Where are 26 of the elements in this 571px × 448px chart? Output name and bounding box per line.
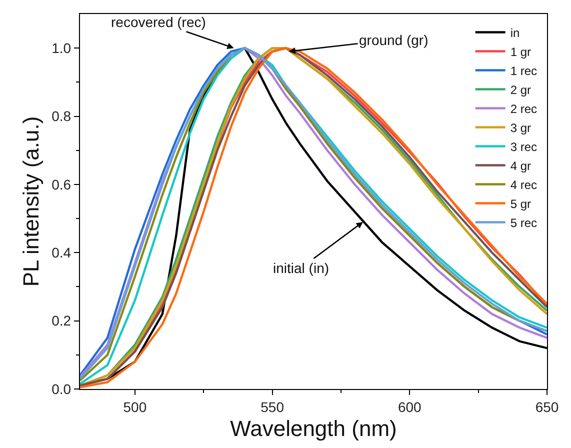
y-tick-label: 0.2 <box>52 312 72 329</box>
y-tick-label: 0.0 <box>52 380 72 397</box>
legend-label: 5 gr <box>510 196 532 211</box>
x-tick-label: 500 <box>123 398 147 415</box>
y-axis-title: PL intensity (a.u.) <box>18 116 44 287</box>
legend-label: 3 gr <box>510 120 532 135</box>
legend-label: 1 gr <box>510 44 532 59</box>
annotation: recovered (rec) <box>111 14 206 30</box>
legend-label: 4 gr <box>510 158 532 173</box>
y-tick-label: 0.8 <box>52 108 72 124</box>
x-tick-label: 550 <box>260 398 284 415</box>
y-tick-label: 1.0 <box>52 40 72 56</box>
x-axis-title: Wavelength (nm) <box>230 416 397 441</box>
legend-label: in <box>510 26 520 40</box>
annotation: initial (in) <box>273 260 330 276</box>
y-tick-label: 0.6 <box>52 176 72 192</box>
x-tick-label: 600 <box>398 398 422 415</box>
legend-label: 2 gr <box>510 82 532 97</box>
annotation: ground (gr) <box>359 32 428 48</box>
legend-label: 4 rec <box>510 178 538 192</box>
legend-label: 5 rec <box>510 216 538 230</box>
legend-label: 3 rec <box>510 140 538 154</box>
y-tick-label: 0.4 <box>52 244 72 261</box>
legend-label: 2 rec <box>510 102 538 116</box>
legend-label: 1 rec <box>510 64 538 78</box>
x-tick-label: 650 <box>535 398 559 415</box>
